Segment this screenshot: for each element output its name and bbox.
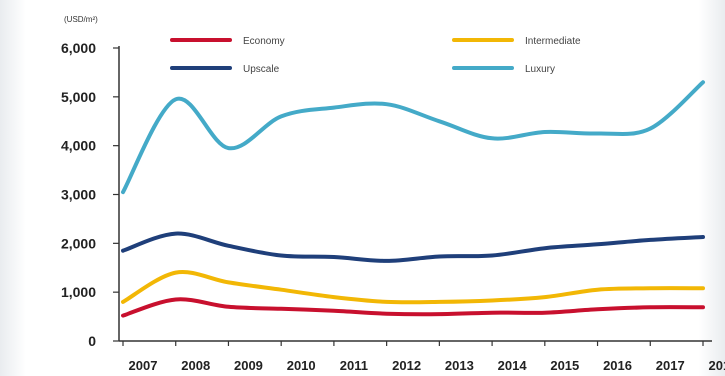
series-line-upscale [121,231,705,263]
legend-label-intermediate: Intermediate [525,36,581,47]
x-tick-label: 2012 [392,358,421,373]
y-tick-label: 1,000 [61,284,96,300]
legend: Economy Intermediate Upscale Luxury [170,36,581,75]
x-tick-label: 2014 [498,358,528,373]
x-tick-label: 2007 [129,358,158,373]
y-axis: 0 1,000 2,000 3,000 4,000 5,000 6,000 [61,40,120,349]
y-tick-label: 5,000 [61,89,96,105]
x-tick-label: 2011 [340,358,368,373]
x-tick-label: 2013 [445,358,474,373]
x-tick-label: 2010 [287,358,316,373]
x-axis: 2007 2008 2009 2010 2011 2012 2013 2014 2015 2016… [119,340,725,373]
legend-label-economy: Economy [243,36,285,47]
x-tick-label: 2008 [181,358,210,373]
x-tick-label: 2009 [234,358,263,373]
x-tick-label: 2017 [656,358,685,373]
legend-label-upscale: Upscale [243,64,280,75]
series-line-economy [121,297,705,318]
series-line-intermediate [121,269,705,305]
unit-label: (USD/m²) [64,15,98,24]
x-tick-label: 2015 [550,358,579,373]
y-tick-label: 4,000 [61,138,96,154]
legend-label-luxury: Luxury [525,64,555,75]
series-line-luxury [121,80,705,195]
x-tick-label: 2018 [709,358,725,373]
y-tick-label: 2,000 [61,235,96,251]
y-tick-label: 0 [88,333,96,349]
series-lines [121,80,705,318]
x-tick-label: 2016 [603,358,632,373]
y-tick-label: 6,000 [61,40,96,56]
y-tick-label: 3,000 [61,187,96,203]
